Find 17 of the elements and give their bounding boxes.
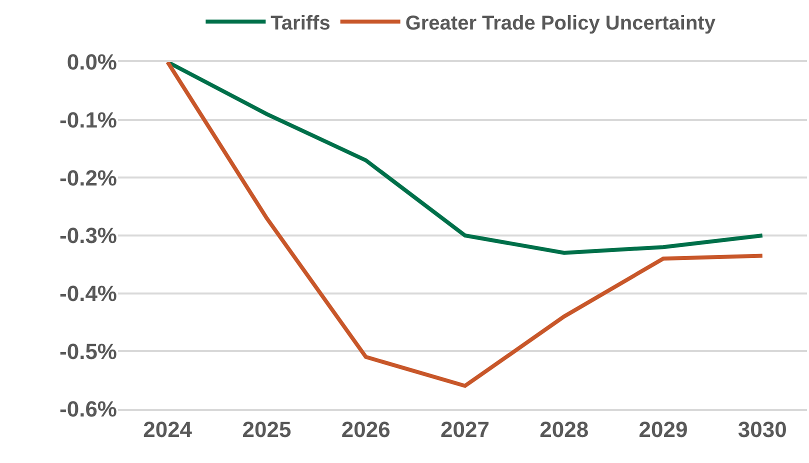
x-tick-label: 2029 xyxy=(638,417,688,442)
x-tick-label: 3030 xyxy=(738,417,787,442)
y-tick-label: -0.1% xyxy=(60,108,117,133)
y-tick-label: -0.6% xyxy=(60,396,117,422)
legend-label: Tariffs xyxy=(270,12,330,34)
line-series xyxy=(166,62,764,388)
x-tick-label: 2024 xyxy=(143,417,193,442)
y-tick-label: -0.5% xyxy=(60,338,117,364)
x-tick-label: 2028 xyxy=(540,417,589,442)
x-tick-label: 2026 xyxy=(341,417,390,442)
legend-label: Greater Trade Policy Uncertainty xyxy=(405,12,716,34)
y-tick-label: -0.4% xyxy=(60,281,117,306)
y-tick-label: 0.0% xyxy=(66,50,117,75)
x-tick-label: 2027 xyxy=(440,417,490,442)
y-tick-label: -0.2% xyxy=(60,165,117,190)
x-tick-label: 2025 xyxy=(242,417,292,442)
y-tick-label: -0.3% xyxy=(60,223,117,248)
